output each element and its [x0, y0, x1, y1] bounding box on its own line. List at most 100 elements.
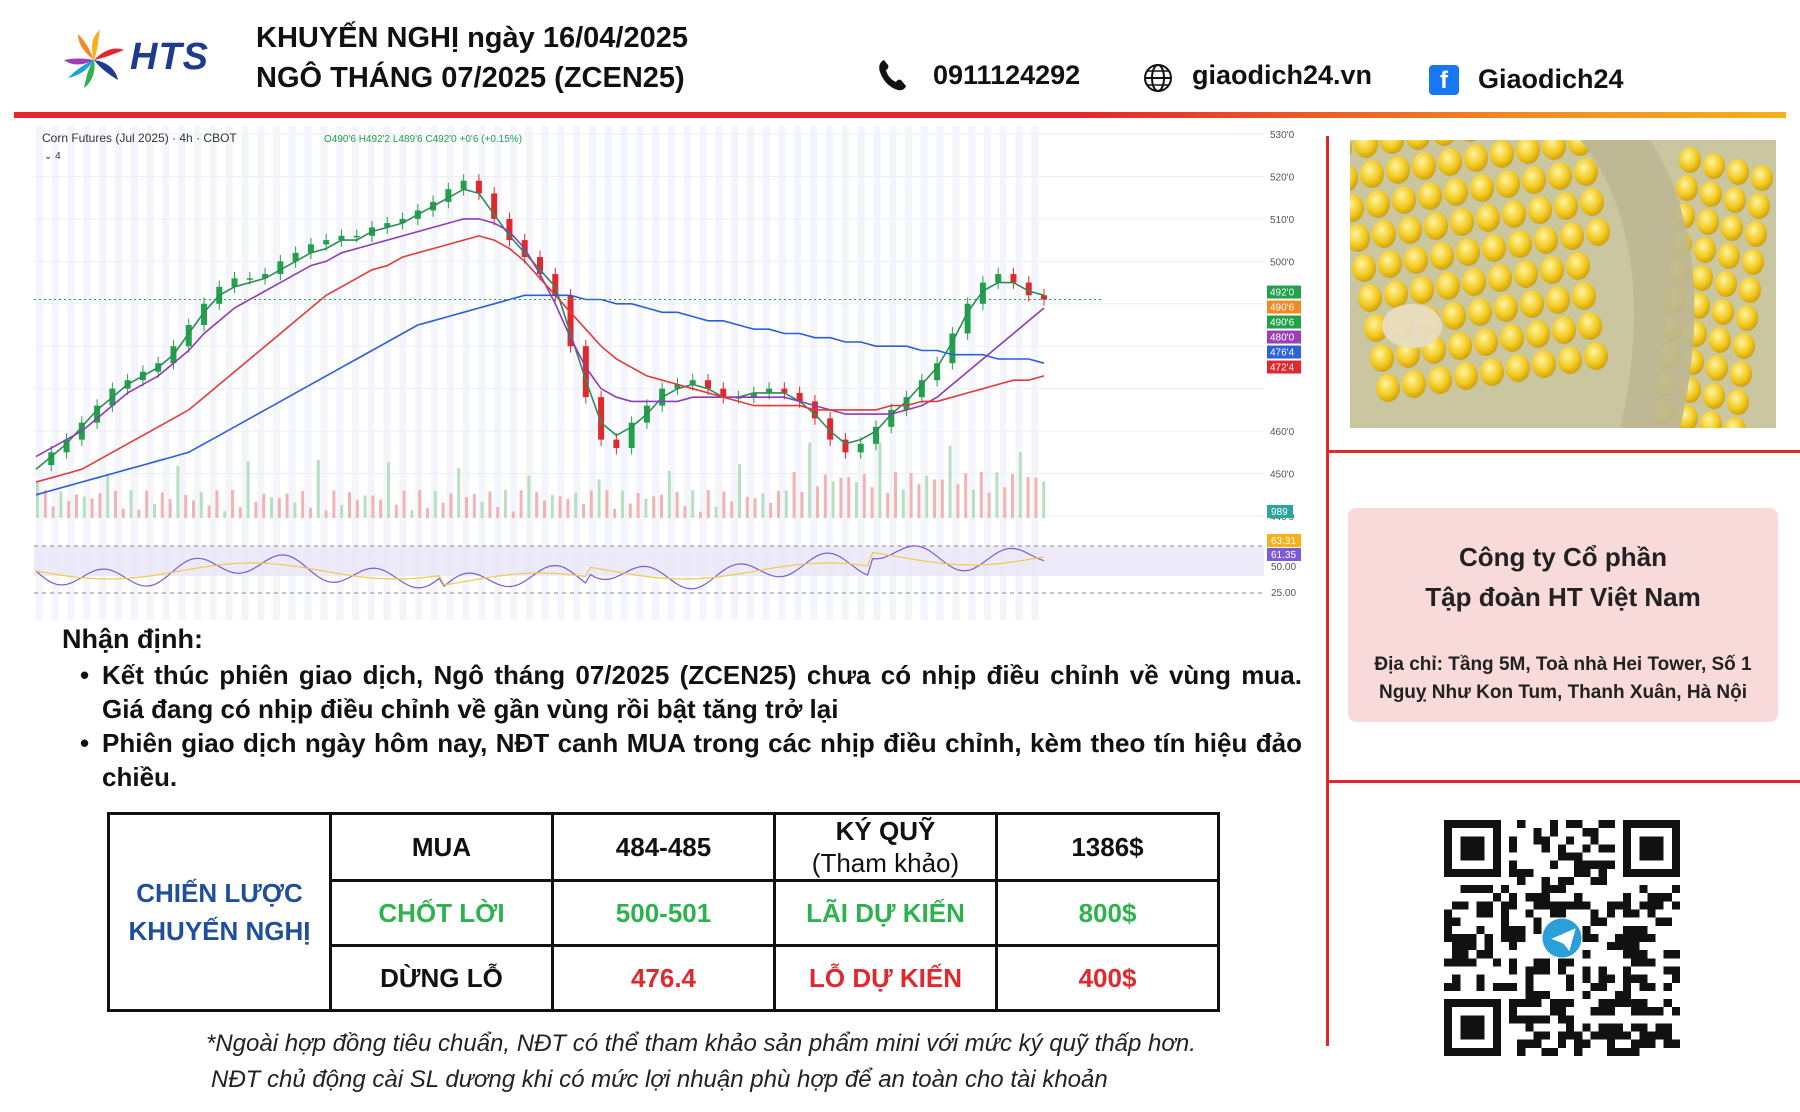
session-stripe — [652, 126, 660, 620]
volume-bar — [145, 490, 149, 518]
qr-module — [1582, 966, 1591, 975]
qr-module — [1582, 860, 1591, 869]
volume-bar — [160, 492, 164, 518]
qr-module — [1460, 901, 1469, 910]
volume-bar — [613, 509, 617, 518]
corn-kernel — [1548, 162, 1572, 190]
phone-icon — [879, 60, 906, 91]
volume-bar — [36, 482, 39, 518]
volume-bar — [738, 464, 741, 518]
candle-body — [903, 397, 910, 410]
volume-bar — [652, 496, 656, 518]
qr-module — [1598, 844, 1607, 853]
qr-module — [1614, 901, 1624, 910]
corn-kernel — [1727, 159, 1749, 185]
volume-bar — [98, 493, 102, 518]
candle-body — [323, 240, 330, 245]
rsi-axis-tick: 63.31 — [1271, 536, 1296, 547]
session-stripe — [478, 126, 486, 620]
candle-body — [384, 223, 391, 228]
corn-kernel — [1370, 344, 1394, 372]
price-label: 476'4 — [1270, 348, 1295, 359]
qr-module — [1623, 1031, 1632, 1040]
qr-module — [1444, 933, 1453, 943]
volume-bar — [683, 506, 687, 518]
qr-module — [1444, 909, 1453, 918]
corn-kernel — [1482, 234, 1506, 262]
facebook-link[interactable]: Giaodich24 — [1478, 64, 1624, 94]
metric-cell: KÝ QUỸ (Tham khảo) — [773, 812, 998, 882]
qr-module — [1598, 974, 1607, 983]
corn-kernel — [1410, 276, 1434, 304]
volume-bar — [792, 472, 796, 518]
qr-module — [1557, 958, 1567, 967]
qr-module — [1452, 950, 1461, 959]
website-link[interactable]: giaodich24.vn — [1192, 60, 1373, 90]
qr-module — [1533, 1039, 1542, 1048]
phone-number[interactable]: 0911124292 — [933, 60, 1081, 90]
corn-kernel — [1718, 243, 1740, 269]
volume-bar — [605, 490, 609, 518]
qr-module — [1509, 1015, 1518, 1024]
qr-module — [1533, 958, 1542, 967]
qr-module — [1631, 909, 1640, 918]
qr-module — [1639, 1031, 1648, 1040]
volume-bar — [636, 492, 640, 518]
session-stripe — [525, 126, 533, 620]
corn-kernel — [1462, 268, 1486, 296]
qr-module — [1525, 990, 1534, 1000]
session-stripe — [999, 126, 1007, 620]
session-stripe — [841, 126, 849, 620]
qr-module — [1541, 966, 1550, 975]
corn-kernel — [1540, 256, 1564, 284]
volume-bar — [387, 462, 390, 518]
candle-body — [552, 274, 559, 296]
price-label: 480'0 — [1270, 333, 1295, 344]
corn-kernel — [1520, 290, 1544, 318]
corn-kernel — [1470, 174, 1494, 202]
qr-module — [1557, 1031, 1567, 1040]
qr-module — [1557, 885, 1567, 894]
price-label-bg — [1267, 315, 1301, 329]
qr-module — [1566, 974, 1575, 983]
qr-module — [1509, 901, 1518, 910]
volume-bar — [199, 491, 203, 518]
volume-bar — [1003, 487, 1007, 518]
candle-body — [995, 274, 1002, 283]
corn-kernel — [1412, 152, 1436, 180]
qr-module — [1566, 876, 1575, 886]
qr-module — [1590, 933, 1599, 943]
corn-kernel — [1502, 200, 1526, 228]
qr-module — [1500, 909, 1510, 918]
corn-kernel — [1586, 218, 1610, 246]
qr-module — [1614, 933, 1624, 943]
candle-body — [796, 392, 803, 402]
corn-kernel — [1546, 286, 1570, 314]
qr-module — [1623, 974, 1632, 983]
corn-kernel — [1558, 346, 1582, 374]
company-name: Tập đoàn HT Việt Nam — [1425, 582, 1701, 612]
qr-code-icon[interactable] — [1444, 820, 1680, 1056]
volume-bar — [582, 503, 585, 518]
qr-module — [1671, 974, 1680, 983]
qr-module — [1557, 1015, 1567, 1024]
session-stripe — [620, 126, 628, 620]
qr-module — [1647, 893, 1656, 902]
volume-bar — [644, 498, 648, 518]
session-stripe — [510, 126, 517, 620]
session-stripe — [604, 126, 612, 620]
candle-body — [766, 388, 773, 393]
corn-kernel — [1697, 209, 1719, 235]
amount-cell: 1386$ — [995, 812, 1220, 882]
qr-module — [1639, 999, 1648, 1008]
session-stripe — [367, 126, 375, 620]
qr-module — [1541, 893, 1550, 902]
qr-module — [1647, 958, 1656, 967]
qr-module — [1460, 942, 1469, 951]
qr-module — [1549, 860, 1558, 869]
volume-bar — [995, 472, 999, 518]
volume-bar — [231, 490, 234, 518]
session-stripe — [130, 126, 138, 620]
session-stripe — [257, 126, 265, 620]
volume-bar — [535, 491, 539, 518]
